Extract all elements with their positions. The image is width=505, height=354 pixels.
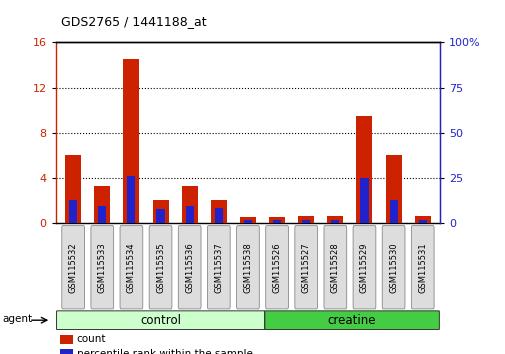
Text: GSM115532: GSM115532 — [69, 242, 77, 293]
Bar — [414, 216, 430, 223]
Text: GSM115535: GSM115535 — [156, 242, 165, 293]
Bar — [418, 219, 426, 223]
FancyBboxPatch shape — [352, 225, 375, 309]
Bar — [269, 217, 284, 223]
Bar — [273, 219, 281, 223]
Bar — [94, 186, 110, 223]
Bar — [60, 349, 73, 354]
Bar — [301, 219, 310, 223]
Bar — [152, 200, 168, 223]
FancyBboxPatch shape — [294, 225, 317, 309]
Bar — [60, 335, 73, 344]
Text: GSM115530: GSM115530 — [388, 242, 397, 293]
Bar — [181, 186, 197, 223]
Bar — [360, 178, 368, 223]
FancyBboxPatch shape — [149, 225, 172, 309]
Text: GSM115531: GSM115531 — [418, 242, 426, 293]
Bar — [331, 219, 339, 223]
Text: GSM115537: GSM115537 — [214, 242, 223, 293]
Bar — [214, 209, 222, 223]
Bar — [65, 155, 81, 223]
Bar — [69, 200, 77, 223]
Text: percentile rank within the sample: percentile rank within the sample — [77, 349, 252, 354]
Bar — [239, 217, 256, 223]
FancyBboxPatch shape — [91, 225, 114, 309]
Text: GSM115533: GSM115533 — [97, 242, 107, 293]
FancyBboxPatch shape — [236, 225, 259, 309]
Text: GSM115538: GSM115538 — [243, 242, 252, 293]
Bar — [211, 200, 226, 223]
Bar — [156, 210, 164, 223]
FancyBboxPatch shape — [62, 225, 84, 309]
FancyBboxPatch shape — [120, 225, 142, 309]
Text: agent: agent — [3, 314, 33, 324]
FancyBboxPatch shape — [323, 225, 346, 309]
Bar — [327, 216, 343, 223]
FancyBboxPatch shape — [57, 311, 264, 330]
Bar — [385, 155, 401, 223]
Text: creatine: creatine — [327, 314, 376, 327]
Text: GSM115536: GSM115536 — [185, 242, 194, 293]
Text: GSM115528: GSM115528 — [330, 242, 339, 293]
Bar — [98, 206, 106, 223]
Bar — [356, 116, 372, 223]
Bar — [243, 219, 251, 223]
Text: GSM115526: GSM115526 — [272, 242, 281, 293]
FancyBboxPatch shape — [381, 225, 404, 309]
Text: GDS2765 / 1441188_at: GDS2765 / 1441188_at — [61, 15, 206, 28]
FancyBboxPatch shape — [411, 225, 433, 309]
FancyBboxPatch shape — [265, 225, 288, 309]
Text: GSM115534: GSM115534 — [127, 242, 136, 293]
Text: GSM115527: GSM115527 — [301, 242, 310, 293]
FancyBboxPatch shape — [264, 311, 438, 330]
Bar — [185, 206, 193, 223]
Bar — [127, 176, 135, 223]
Text: count: count — [77, 335, 106, 344]
Bar — [123, 59, 139, 223]
Bar — [389, 200, 397, 223]
Bar — [297, 216, 314, 223]
FancyBboxPatch shape — [207, 225, 230, 309]
Text: control: control — [140, 314, 181, 327]
Text: GSM115529: GSM115529 — [359, 242, 368, 292]
FancyBboxPatch shape — [178, 225, 200, 309]
